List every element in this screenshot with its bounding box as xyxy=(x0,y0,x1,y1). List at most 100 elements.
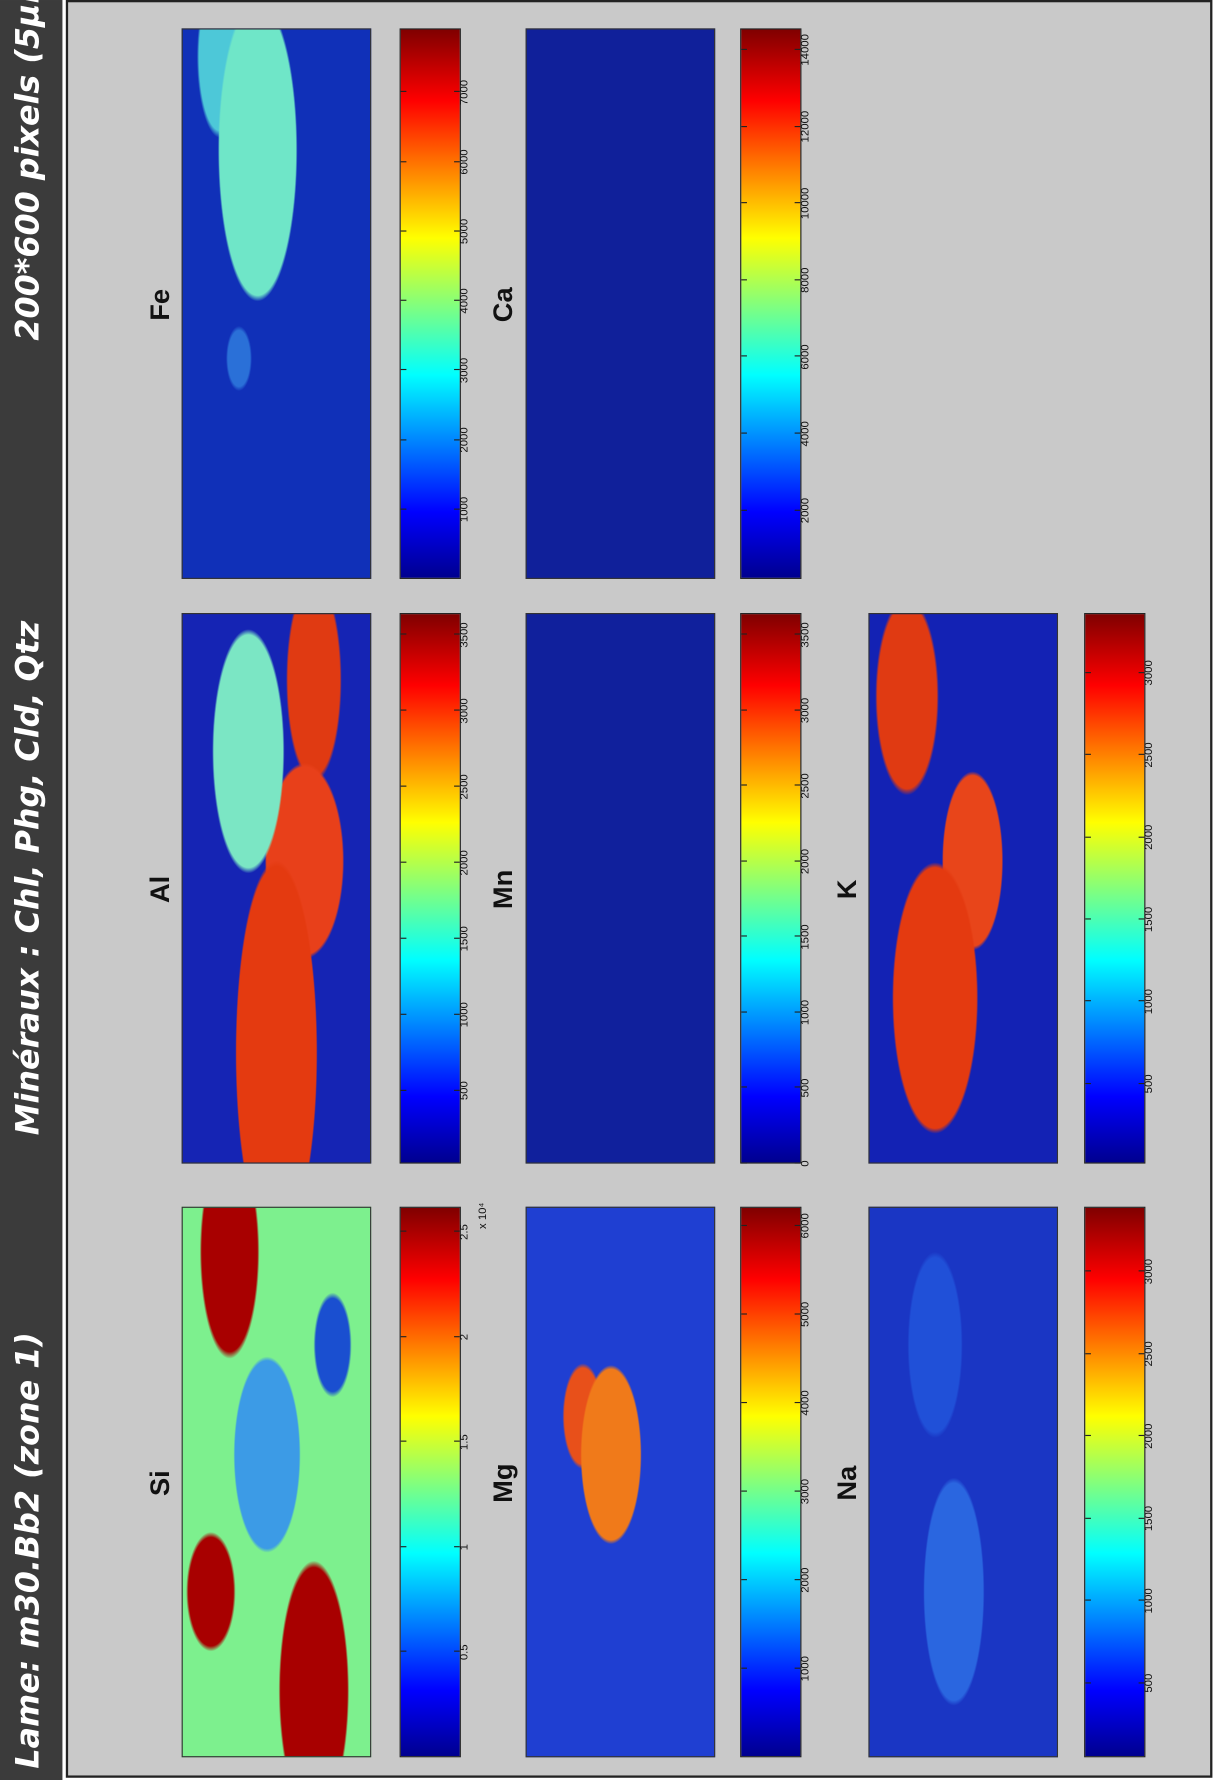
tick-label: 2000 xyxy=(799,848,812,875)
tick-mark xyxy=(400,1441,407,1443)
tick-mark xyxy=(741,1579,747,1581)
tick-label: 6000 xyxy=(799,1213,812,1239)
element-label: Ca xyxy=(488,287,519,323)
tick-label: 1000 xyxy=(458,1002,472,1028)
colorbar xyxy=(399,1206,461,1758)
tick-mark xyxy=(400,633,407,636)
tick-mark xyxy=(400,369,407,371)
tick-label: 6000 xyxy=(799,344,812,370)
tick-mark xyxy=(400,508,407,510)
tick-label: 4000 xyxy=(458,288,472,314)
tick-mark xyxy=(1085,1435,1091,1437)
tick-mark xyxy=(400,160,407,163)
header-bar: Lame: m30.Bb2 (zone 1) Minéraux : Chl, P… xyxy=(0,0,63,1780)
tick-label: 1 xyxy=(458,1544,472,1551)
tick-label: 1000 xyxy=(799,999,812,1026)
tick-mark xyxy=(741,432,747,434)
element-label: Mn xyxy=(488,869,519,910)
tick-mark xyxy=(400,1336,407,1338)
element-map xyxy=(525,28,716,579)
tick-mark xyxy=(400,438,407,440)
colorbar xyxy=(399,28,461,579)
tick-mark xyxy=(741,784,747,786)
tick-mark xyxy=(741,633,747,635)
sample-title: Lame: m30.Bb2 (zone 1) xyxy=(9,1332,47,1769)
tick-mark xyxy=(400,1089,407,1091)
tick-label: 3500 xyxy=(458,622,472,648)
tick-label: 5000 xyxy=(458,218,472,245)
tick-label: 2000 xyxy=(1143,824,1156,850)
colorbar xyxy=(1084,613,1146,1164)
tick-label: 2000 xyxy=(799,1567,812,1593)
element-map xyxy=(868,613,1059,1164)
tick-label: 3000 xyxy=(799,697,812,724)
element-label: K xyxy=(832,879,863,900)
tick-label: 2500 xyxy=(799,773,812,799)
tick-label: 4000 xyxy=(799,421,812,447)
tick-mark xyxy=(400,1013,407,1015)
tick-label: 3000 xyxy=(458,698,472,724)
size-title: 200*600 pixels (5µm) xyxy=(9,0,47,341)
tick-mark xyxy=(741,935,747,938)
tick-label: 500 xyxy=(1143,1074,1156,1094)
tick-mark xyxy=(400,299,407,301)
tick-label: 500 xyxy=(458,1081,472,1101)
tick-label: 1500 xyxy=(1143,1505,1156,1532)
tick-mark xyxy=(741,1086,747,1089)
tick-label: 12000 xyxy=(799,110,812,143)
tick-label: 3500 xyxy=(799,622,812,648)
element-map xyxy=(525,613,716,1164)
tick-label: 1500 xyxy=(799,924,812,950)
tick-mark xyxy=(741,1667,747,1669)
tick-mark xyxy=(741,48,747,50)
tick-label: 2500 xyxy=(1143,742,1156,768)
tick-label: 0 xyxy=(799,1160,812,1167)
tick-mark xyxy=(741,279,747,281)
tick-mark xyxy=(400,785,407,787)
tick-mark xyxy=(1085,1352,1091,1354)
tick-mark xyxy=(741,1224,747,1226)
tick-label: 500 xyxy=(799,1078,812,1098)
tick-label: 1.5 xyxy=(458,1434,472,1451)
tick-mark xyxy=(400,861,407,863)
tick-label: 1500 xyxy=(458,926,472,952)
tick-mark xyxy=(1085,753,1091,756)
element-map xyxy=(181,613,372,1164)
tick-mark xyxy=(1085,1599,1091,1601)
tick-mark xyxy=(1085,1082,1091,1084)
tick-label: 1000 xyxy=(1143,1588,1156,1614)
tick-mark xyxy=(400,937,407,939)
tick-label: 2000 xyxy=(799,497,812,524)
tick-label: 2500 xyxy=(458,774,472,800)
element-map xyxy=(181,1206,372,1758)
element-label: Al xyxy=(145,875,176,904)
tick-mark xyxy=(741,1011,747,1013)
tick-mark xyxy=(400,1230,407,1233)
tick-mark xyxy=(741,125,747,127)
tick-mark xyxy=(741,1162,747,1164)
tick-label: 3000 xyxy=(1143,1258,1156,1285)
tick-mark xyxy=(741,860,747,862)
tick-mark xyxy=(741,1490,747,1492)
tick-label: 6000 xyxy=(458,149,472,175)
tick-label: 3000 xyxy=(458,357,472,384)
tick-mark xyxy=(1085,1682,1091,1684)
element-label: Fe xyxy=(145,288,176,321)
tick-mark xyxy=(741,1313,747,1315)
tick-label: 0.5 xyxy=(458,1644,472,1661)
tick-mark xyxy=(400,1651,407,1653)
tick-multiplier: x 10⁴ xyxy=(476,1202,490,1229)
tick-label: 10000 xyxy=(799,187,812,220)
tick-mark xyxy=(1085,671,1091,673)
tick-label: 2000 xyxy=(458,427,472,453)
tick-label: 2000 xyxy=(458,850,472,876)
tick-label: 2.5 xyxy=(458,1224,472,1240)
tick-mark xyxy=(741,1401,747,1403)
tick-mark xyxy=(741,202,747,204)
tick-mark xyxy=(1085,836,1091,838)
tick-mark xyxy=(400,91,407,93)
tick-label: 4000 xyxy=(799,1390,812,1416)
tick-mark xyxy=(400,230,407,232)
minerals-title: Minéraux : Chl, Phg, Cld, Qtz xyxy=(9,620,47,1136)
